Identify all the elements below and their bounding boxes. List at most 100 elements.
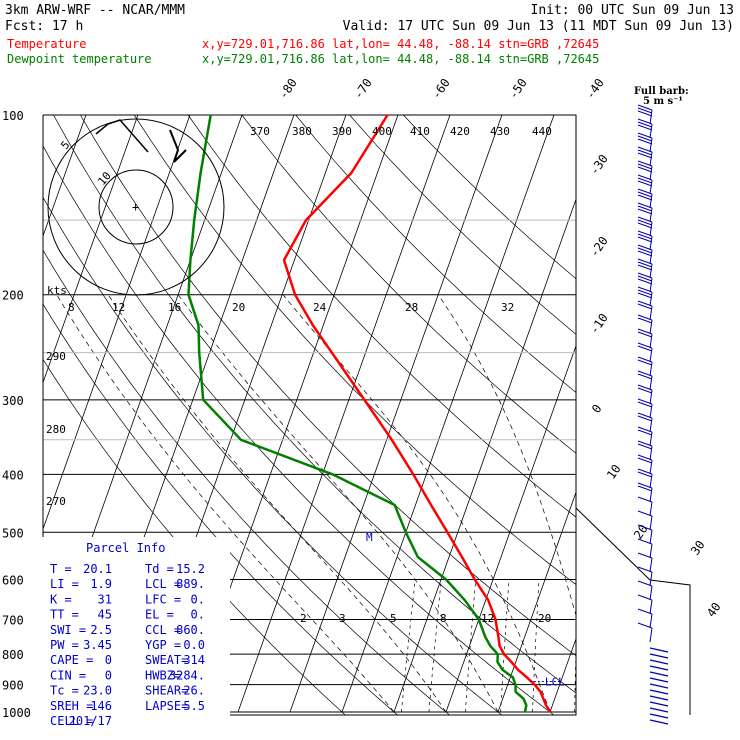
wind-barb-low bbox=[649, 689, 669, 695]
wind-barb-low bbox=[649, 671, 669, 677]
series-point-0-1 bbox=[545, 704, 547, 707]
theta-label-7: 440 bbox=[532, 125, 552, 138]
series-line-0 bbox=[282, 114, 552, 713]
dry-adiabat-140 bbox=[349, 115, 576, 335]
parcel-cell-8-3: 26. bbox=[183, 684, 205, 698]
wind-barb-low bbox=[649, 683, 669, 689]
sounding-curves: LCL M bbox=[187, 114, 565, 713]
isotherm-label-3: -50 bbox=[506, 76, 530, 102]
parcel-cell-4-0: SWI = bbox=[50, 623, 86, 637]
hodograph-ring-inner bbox=[98, 169, 174, 245]
isotherm-label-4: -40 bbox=[583, 76, 607, 102]
wind-barb bbox=[637, 552, 653, 573]
wind-barb-staff bbox=[649, 431, 653, 447]
wind-barb bbox=[637, 342, 653, 363]
dry-adiabat-40 bbox=[80, 115, 576, 657]
wind-barb bbox=[637, 230, 653, 251]
series-point-0-20 bbox=[330, 351, 333, 354]
wind-barb-flag bbox=[637, 485, 653, 492]
series-point-1-12 bbox=[464, 599, 466, 602]
wind-barb-flag bbox=[637, 230, 653, 237]
parcel-cell-6-2: SWEAT= bbox=[145, 653, 188, 667]
mixing-ratio-label-1: 3 bbox=[339, 612, 346, 625]
wind-barb-staff bbox=[649, 599, 653, 615]
wind-barb bbox=[637, 566, 653, 587]
wind-barb-flag bbox=[637, 359, 653, 366]
isotherm-label-10: 20 bbox=[631, 522, 651, 542]
pressure-label-500: 500 bbox=[2, 526, 24, 540]
series-point-0-19 bbox=[363, 399, 366, 401]
wind-barb bbox=[637, 286, 653, 307]
pressure-label-900: 900 bbox=[2, 679, 24, 693]
mixing-ratio-label-0: 2 bbox=[300, 612, 307, 625]
wind-barb bbox=[637, 202, 653, 223]
mixing-height-marker: M bbox=[366, 531, 373, 544]
valid-time: Valid: 17 UTC Sun 09 Jun 13 (11 MDT Sun … bbox=[343, 19, 734, 34]
plot-frame bbox=[42, 114, 577, 716]
wind-barb-flag bbox=[637, 457, 653, 464]
parcel-cell-8-2: SHEAR= bbox=[145, 684, 188, 698]
wind-barb-staff bbox=[649, 137, 653, 153]
wind-barb-flag bbox=[637, 468, 653, 475]
wind-barb-flag bbox=[637, 264, 653, 271]
wind-barb-flag bbox=[637, 454, 653, 461]
wind-barb-staff bbox=[649, 487, 653, 503]
series-point-1-3 bbox=[514, 690, 517, 693]
wind-barb-flag bbox=[637, 429, 653, 436]
wind-barb-low bbox=[649, 713, 669, 719]
wind-barb-staff bbox=[649, 319, 653, 335]
wind-barb bbox=[637, 454, 653, 475]
wind-barb-low-staff bbox=[649, 671, 669, 677]
wind-barb-low-staff bbox=[649, 677, 669, 683]
wind-barb-low bbox=[649, 647, 669, 653]
theta-label-1: 380 bbox=[292, 125, 312, 138]
dry-adiabat-120 bbox=[295, 115, 576, 393]
series-point-1-1 bbox=[525, 704, 528, 707]
wind-barb-staff bbox=[649, 557, 653, 573]
wind-barb-flag bbox=[637, 138, 653, 145]
wind-barb-staff bbox=[649, 361, 653, 377]
parcel-cell-2-3: 0. bbox=[191, 592, 205, 606]
mixing-line-2 bbox=[401, 579, 416, 713]
isotherm-50 bbox=[706, 115, 740, 712]
hodograph-trace bbox=[95, 119, 149, 153]
parcel-cell-1-1: 1.9 bbox=[90, 577, 112, 591]
wind-barb bbox=[637, 426, 653, 447]
parcel-cell-3-3: 0. bbox=[191, 608, 205, 622]
wind-barb-staff bbox=[649, 585, 653, 601]
wind-barb-staff bbox=[649, 459, 653, 475]
isotherm-10 bbox=[497, 491, 576, 713]
series-point-1-7 bbox=[496, 661, 499, 663]
wind-barb-flag bbox=[637, 443, 653, 450]
wind-barb bbox=[637, 258, 653, 279]
wind-barb-flag bbox=[637, 398, 653, 405]
theta-bottom-label-2: 270 bbox=[46, 495, 66, 508]
wind-barb-flag bbox=[637, 289, 653, 296]
parcel-cell-8-1: 23.0 bbox=[83, 684, 112, 698]
moist-adiabat-0 bbox=[107, 294, 447, 713]
wind-barb bbox=[637, 300, 653, 321]
wind-barb-flag bbox=[637, 152, 653, 159]
wind-barb bbox=[637, 538, 653, 559]
series-point-1-26 bbox=[209, 114, 212, 116]
parcel-cell-0-1: 20.1 bbox=[83, 562, 112, 576]
isotherm-label-6: -20 bbox=[587, 234, 611, 260]
theta-bottom-label-0: 290 bbox=[46, 350, 66, 363]
wind-barb-flag bbox=[637, 107, 653, 114]
isotherm-label-7: -10 bbox=[587, 311, 611, 337]
parcel-cell-7-0: CIN = bbox=[50, 668, 86, 682]
wind-barb-flag bbox=[637, 387, 653, 394]
series-point-1-0 bbox=[524, 711, 526, 713]
wind-barb bbox=[637, 216, 653, 237]
wind-barb-low bbox=[649, 695, 669, 701]
wind-barb-staff bbox=[649, 235, 653, 251]
pressure-label-300: 300 bbox=[2, 394, 24, 408]
wind-barb-flag bbox=[637, 236, 653, 243]
series-point-0-11 bbox=[494, 618, 497, 621]
wind-barb bbox=[637, 440, 653, 461]
isotherm-label-1: -70 bbox=[351, 76, 375, 102]
parcel-cell-5-1: 3.45 bbox=[83, 638, 112, 652]
wind-speed-label-5: 28 bbox=[405, 301, 418, 314]
isotherm-label-8: 0 bbox=[589, 402, 605, 416]
